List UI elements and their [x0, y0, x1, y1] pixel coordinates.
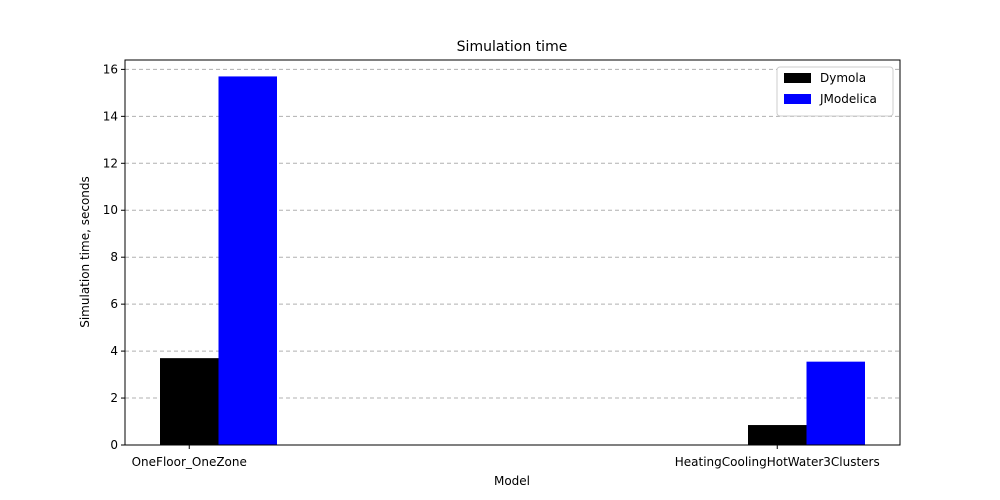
y-tick-label: 12: [103, 156, 118, 170]
bar-dymola-1: [748, 425, 807, 445]
x-axis-label: Model: [494, 474, 530, 488]
y-tick-label: 8: [110, 250, 118, 264]
y-tick-label: 14: [103, 109, 118, 123]
y-tick-label: 2: [110, 391, 118, 405]
x-axis: OneFloor_OneZone HeatingCoolingHotWater3C…: [132, 445, 880, 469]
legend-label-jmodelica: JModelica: [819, 92, 877, 106]
x-tick-label: HeatingCoolingHotWater3Clusters: [675, 455, 880, 469]
y-axis: 0 2 4 6 8 10 12 14 16: [103, 62, 125, 452]
y-tick-label: 4: [110, 344, 118, 358]
y-tick-label: 6: [110, 297, 118, 311]
y-tick-label: 16: [103, 62, 118, 76]
bar-jmodelica-1: [806, 361, 865, 445]
plot-frame: [124, 59, 901, 446]
x-tick-label: OneFloor_OneZone: [132, 455, 247, 469]
legend-swatch-dymola: [784, 73, 811, 83]
chart-title: Simulation time: [457, 39, 568, 55]
y-tick-label: 10: [103, 203, 118, 217]
bar-jmodelica-0: [218, 76, 277, 446]
y-tick-label: 0: [110, 438, 118, 452]
legend: Dymola JModelica: [776, 66, 894, 117]
y-axis-label: Simulation time, seconds: [78, 176, 92, 328]
bar-dymola-0: [160, 358, 219, 445]
legend-label-dymola: Dymola: [820, 71, 866, 85]
legend-swatch-jmodelica: [784, 94, 811, 104]
bars: [160, 76, 865, 446]
